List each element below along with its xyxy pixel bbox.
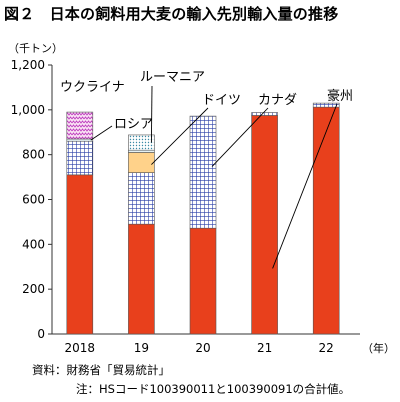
y-tick-label: 400	[22, 237, 45, 251]
leader-line-germany	[151, 107, 209, 165]
x-tick-label: 19	[134, 341, 149, 355]
series-label-豪州: 豪州	[327, 88, 353, 104]
y-axis-unit: （千トン）	[8, 42, 63, 55]
leader-line-australia	[272, 103, 338, 269]
leader-line-romania	[150, 85, 153, 143]
x-axis-unit: （年）	[362, 341, 395, 355]
y-tick-label: 1,000	[11, 103, 45, 117]
chart-title: 図２ 日本の飼料用大麦の輸入先別輸入量の推移	[4, 5, 339, 23]
leader-line-canada	[211, 107, 269, 167]
bar-segment-豪州-21	[251, 115, 278, 335]
bar-segment-カナダ-19	[128, 172, 155, 225]
bar-segment-豪州-2018	[66, 174, 94, 335]
footnote: 注：HSコード100390011と100390091の合計値。	[76, 382, 351, 396]
bar-segment-カナダ-20	[189, 115, 217, 229]
bar-segment-豪州-22	[312, 106, 340, 335]
bar-segment-ルーマニア-19	[128, 134, 155, 151]
series-label-ロシア: ロシア	[114, 117, 153, 132]
y-tick-label: 200	[22, 282, 45, 296]
bar-segment-カナダ-22	[312, 102, 340, 108]
bar-segment-ロシア-19	[128, 149, 155, 153]
series-label-ルーマニア: ルーマニア	[140, 70, 205, 85]
bar-segment-カナダ-21	[251, 112, 278, 116]
bar-segment-ウクライナ-2018	[66, 111, 94, 140]
bars-layer	[66, 102, 340, 335]
x-tick-label: 21	[257, 341, 272, 355]
y-tick-label: 1,200	[11, 58, 45, 72]
x-tick-label: 20	[195, 341, 210, 355]
series-label-カナダ: カナダ	[258, 93, 297, 108]
leader-line-russia	[90, 125, 113, 141]
source-note: 資料：財務省「貿易統計」	[32, 363, 170, 377]
x-tick-label: 22	[319, 341, 334, 355]
bar-segment-豪州-19	[128, 223, 155, 335]
y-tick-label: 0	[37, 327, 45, 341]
bar-segment-ドイツ-19	[128, 152, 155, 173]
bar-segment-カナダ-2018	[66, 140, 94, 176]
bar-segment-豪州-20	[189, 227, 217, 335]
y-tick-label: 800	[22, 148, 45, 162]
series-label-ウクライナ: ウクライナ	[60, 80, 125, 95]
y-tick-label: 600	[22, 193, 45, 207]
series-label-ドイツ: ドイツ	[202, 93, 241, 108]
bar-segment-ロシア-2018	[66, 138, 94, 142]
x-tick-label: 2018	[65, 341, 96, 355]
axes-layer: 0 200 400 600 800 1,000 1,200	[11, 58, 360, 341]
